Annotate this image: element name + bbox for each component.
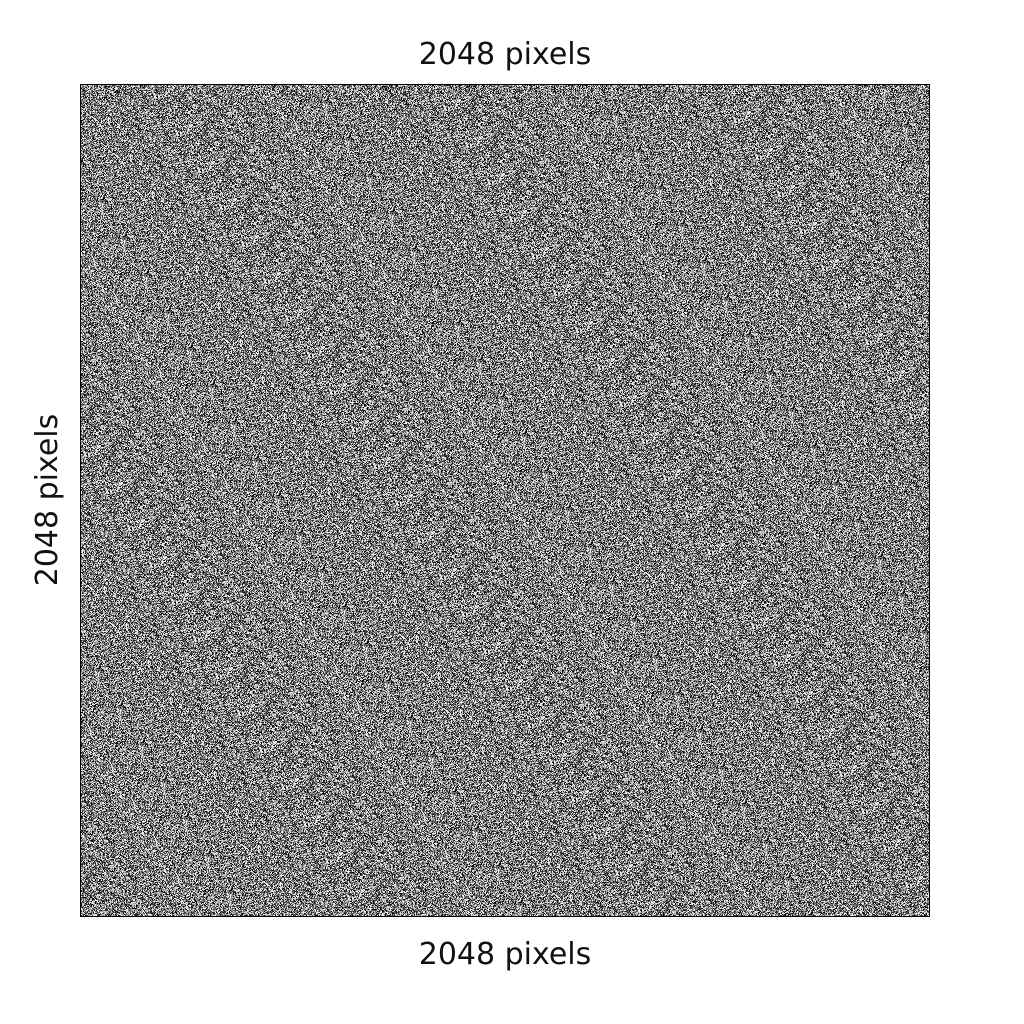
noise-canvas xyxy=(81,85,929,916)
bottom-dimension-label: 2048 pixels xyxy=(418,937,592,972)
left-dimension-label: 2048 pixels xyxy=(30,413,65,587)
top-dimension-label: 2048 pixels xyxy=(418,37,592,72)
noise-image xyxy=(80,84,930,917)
